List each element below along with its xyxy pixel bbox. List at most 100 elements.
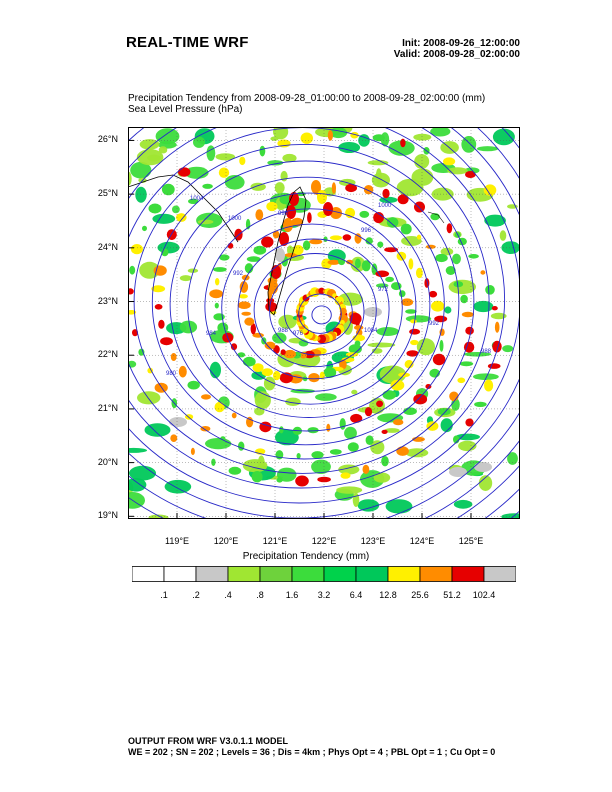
rainband-cell (413, 394, 428, 405)
rainband-cell (416, 234, 422, 240)
rainband-cell (372, 134, 385, 142)
rainband-cell (209, 289, 224, 299)
isobar-label: 1004 (364, 328, 378, 334)
rainband-cell (250, 323, 256, 335)
isobar (133, 143, 475, 460)
rainband-cell (330, 207, 342, 219)
precip-cell (157, 241, 180, 254)
precip-cell (484, 214, 506, 227)
precip-cell (337, 292, 363, 306)
precip-cell (215, 153, 236, 161)
precip-cell (405, 448, 429, 458)
rainband-cell (468, 254, 479, 259)
heavy-precip-cell (317, 190, 327, 204)
precip-cell (336, 486, 363, 494)
precip-cell (448, 279, 476, 295)
precip-cell (499, 230, 507, 241)
precip-cell (193, 136, 205, 148)
isobar (128, 127, 505, 489)
precip-cell (453, 499, 473, 509)
rainband-cell (251, 471, 263, 483)
precip-cell (476, 146, 499, 152)
precip-cell (431, 187, 454, 201)
rainband-cell (449, 391, 459, 402)
rainband-cell (273, 370, 281, 381)
heavy-precip-cell (283, 218, 293, 232)
heavy-precip-cell (311, 180, 321, 194)
precip-cell (164, 479, 192, 494)
rainband-cell (309, 239, 323, 245)
precip-cell (280, 170, 288, 182)
isobar-label: 1004 (190, 196, 204, 202)
heavy-precip-cell (323, 202, 333, 216)
precip-cell (452, 253, 461, 265)
pressure-contour-labels: 1004 1000 996 992 988 984 980 976 972 1004 1000 996… (166, 196, 492, 377)
precip-cell (205, 438, 232, 450)
colorbar (132, 566, 516, 582)
rainband-cell (463, 341, 475, 353)
precip-cell (405, 315, 432, 323)
isobar (204, 208, 417, 405)
isobar-label: 976 (293, 331, 304, 337)
precip-cell (352, 492, 360, 507)
rainband-cell (428, 290, 438, 298)
precip-cell (416, 338, 435, 356)
rainband-cell (215, 278, 220, 286)
rainband-cell (214, 401, 225, 413)
rainband-cell (244, 317, 255, 326)
colorbar-label: 6.4 (349, 590, 363, 600)
rainband-cell (323, 367, 337, 378)
colorbar-label: 1.6 (285, 590, 299, 600)
precip-cell (257, 455, 265, 469)
precip-cell (414, 154, 430, 169)
eyewall-cell (318, 287, 325, 295)
rainband-cell (342, 234, 352, 241)
precip-cell (206, 145, 216, 161)
heavy-precip-cell (286, 205, 296, 219)
rainband-cell (217, 322, 229, 333)
precip-cell (370, 440, 385, 455)
rainband-cell (397, 194, 409, 205)
rainband-cell (425, 384, 432, 389)
colorbar-label: .1 (160, 590, 168, 600)
precip-cell (158, 146, 168, 154)
rainband-cell (272, 230, 280, 239)
rainband-cell (485, 285, 495, 295)
rainband-cell (218, 167, 230, 178)
isobar (237, 238, 390, 380)
precip-cell (507, 452, 518, 465)
isobar (298, 293, 342, 334)
rainband-cell (213, 313, 225, 321)
precip-cell (148, 514, 169, 519)
rainband-cell (406, 350, 419, 357)
isobar-label: 988 (481, 349, 492, 355)
rainband-cell (214, 302, 219, 309)
rainband-cell (280, 349, 286, 356)
rainband-cell (410, 339, 419, 346)
lat-label: 21°N (97, 402, 118, 413)
rainband-cell (460, 294, 468, 304)
rainband-cell (364, 407, 373, 417)
rainband-cell (437, 408, 451, 416)
precip-cell (187, 268, 199, 273)
rainband-cell (231, 412, 237, 419)
valid-time: Valid: 2008-09-28_02:00:00 (393, 49, 520, 60)
precip-cell (224, 175, 245, 190)
rainband-cell (359, 210, 370, 218)
lon-label: 120°E (213, 536, 239, 546)
model-footer: OUTPUT FROM WRF V3.0.1.1 MODEL (128, 736, 289, 746)
rainband-cell (178, 365, 187, 378)
rainband-cell (237, 352, 246, 358)
precip-cell (144, 423, 171, 437)
precip-cell (130, 161, 152, 179)
rainband-cell (398, 290, 406, 298)
rainband-cell (296, 453, 301, 459)
precip-cell (273, 127, 289, 140)
rainband-cell (161, 183, 175, 196)
rainband-cell (331, 182, 336, 194)
rainband-cell (241, 311, 251, 316)
rainband-cell (354, 233, 362, 244)
rainband-cell (345, 352, 359, 357)
colorbar-label: 12.8 (379, 590, 397, 600)
rainband-cell (381, 456, 389, 467)
